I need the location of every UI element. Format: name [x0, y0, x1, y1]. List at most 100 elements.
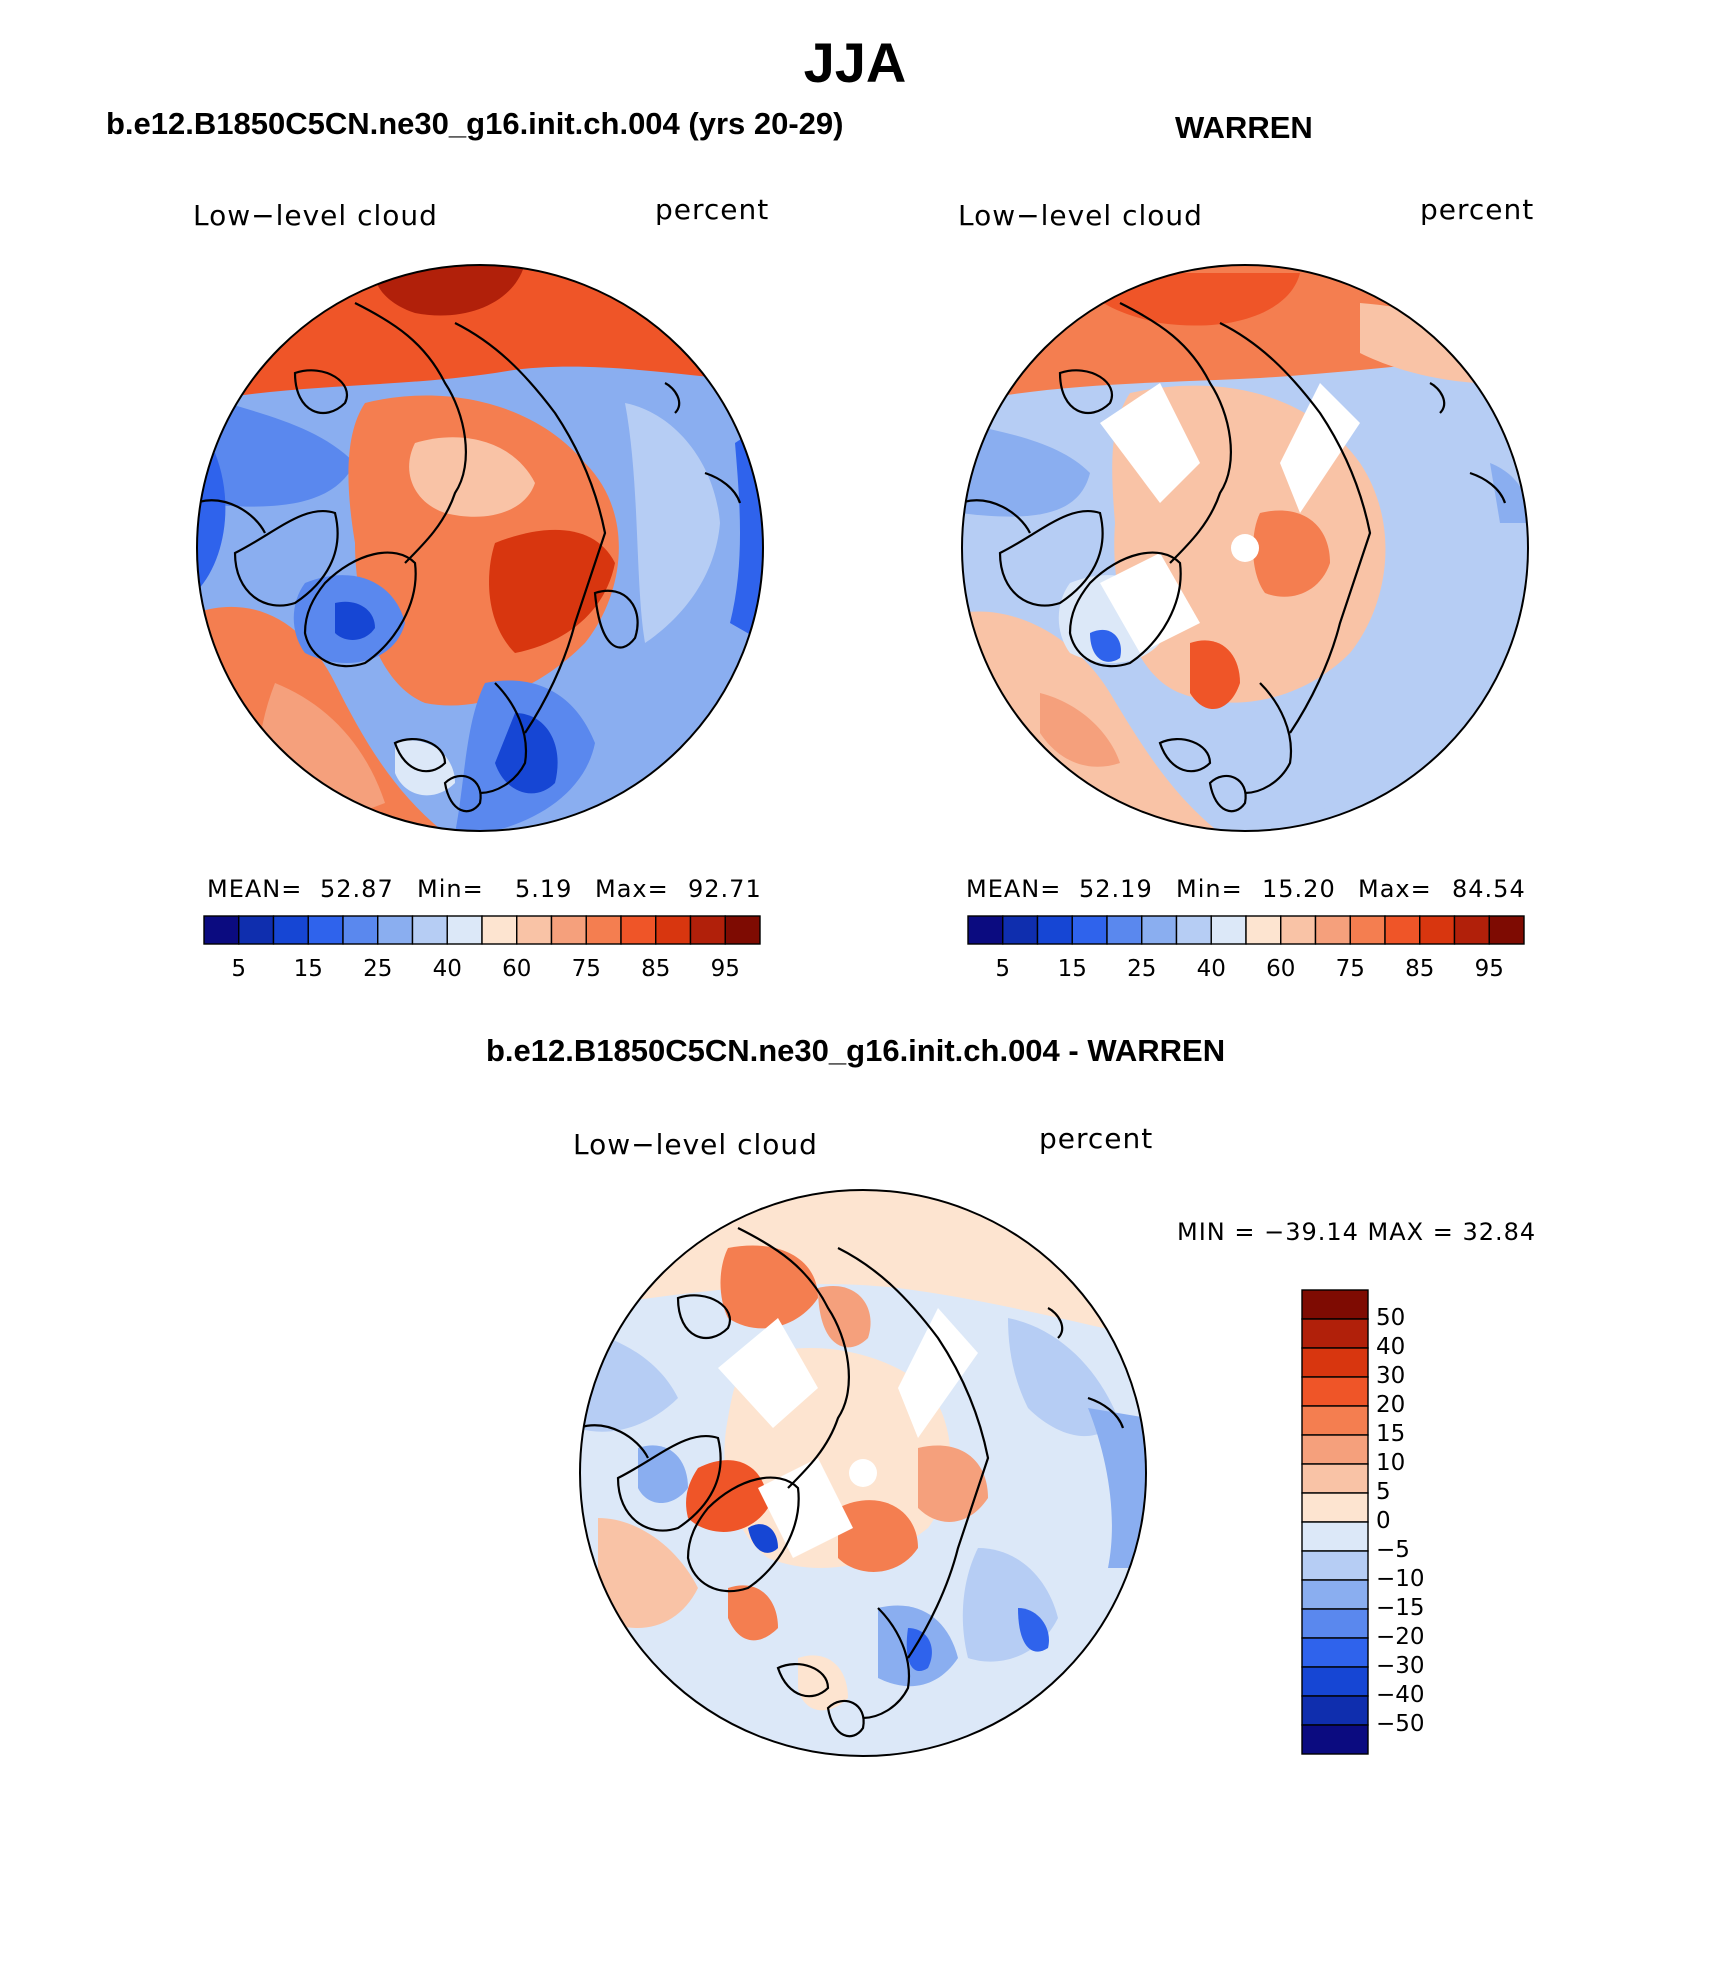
colorbar-swatch: [1301, 1434, 1369, 1465]
colorbar-tick-label: 10: [1376, 1450, 1406, 1476]
colorbar-tick-label: 5: [995, 956, 1011, 982]
colorbar-swatch: [1301, 1289, 1369, 1320]
colorbar-tick-label: −15: [1376, 1595, 1425, 1621]
panel1-max-label: Max=: [595, 875, 669, 903]
colorbar-swatch: [1106, 915, 1143, 945]
colorbar-tick-label: 60: [502, 956, 532, 982]
colorbar-swatch: [620, 915, 657, 945]
colorbar-tick-label: 15: [1376, 1421, 1406, 1447]
colorbar-swatch: [307, 915, 344, 945]
colorbar-tick-label: 50: [1376, 1305, 1406, 1331]
colorbar-swatch: [1488, 915, 1525, 945]
colorbar-tick-label: −10: [1376, 1566, 1425, 1592]
figure-title: JJA: [803, 31, 907, 94]
panel2-mean-label: MEAN=: [966, 875, 1062, 903]
panel2-units-label: percent: [1420, 193, 1535, 226]
panel1-min-label: Min=: [417, 875, 484, 903]
colorbar-swatch: [1301, 1521, 1369, 1552]
colorbar-tick-label: 0: [1376, 1508, 1391, 1534]
colorbar-tick-label: 40: [432, 956, 462, 982]
panel2-max-value: 84.54: [1452, 875, 1526, 903]
colorbar-swatch: [1301, 1579, 1369, 1610]
colorbar-swatch: [724, 915, 761, 945]
colorbar-tick-label: 95: [710, 956, 740, 982]
panel1-min-value: 5.19: [515, 875, 573, 903]
colorbar-swatch: [377, 915, 414, 945]
panel2-colorbar: [967, 915, 1525, 945]
panel2-variable-label: Low−level cloud: [958, 199, 1203, 232]
colorbar-swatch: [481, 915, 518, 945]
colorbar-swatch: [1002, 915, 1039, 945]
colorbar-tick-label: −5: [1376, 1537, 1410, 1563]
colorbar-swatch: [1036, 915, 1073, 945]
panel3-case-title: b.e12.B1850C5CN.ne30_g16.init.ch.004 - W…: [486, 1033, 1226, 1068]
colorbar-swatch: [516, 915, 553, 945]
colorbar-tick-label: −40: [1376, 1682, 1425, 1708]
colorbar-swatch: [1301, 1724, 1369, 1755]
colorbar-swatch: [1301, 1608, 1369, 1639]
colorbar-tick-label: 5: [1376, 1479, 1391, 1505]
colorbar-swatch: [272, 915, 309, 945]
colorbar-tick-label: 25: [1127, 956, 1157, 982]
colorbar-swatch: [1301, 1405, 1369, 1436]
colorbar-swatch: [550, 915, 587, 945]
colorbar-tick-label: 75: [1335, 956, 1365, 982]
colorbar-tick-label: 85: [641, 956, 671, 982]
colorbar-tick-label: 20: [1376, 1392, 1406, 1418]
panel2-case-title: WARREN: [1175, 110, 1313, 145]
colorbar-swatch: [1301, 1666, 1369, 1697]
colorbar-swatch: [1071, 915, 1108, 945]
colorbar-tick-label: 60: [1266, 956, 1296, 982]
colorbar-swatch: [1301, 1695, 1369, 1726]
panel1-polar-map: [196, 264, 764, 832]
colorbar-tick-label: 15: [293, 956, 323, 982]
panel3-colorbar: [1301, 1289, 1369, 1755]
colorbar-swatch: [446, 915, 483, 945]
colorbar-swatch: [1349, 915, 1386, 945]
colorbar-tick-label: 85: [1405, 956, 1435, 982]
colorbar-swatch: [1301, 1550, 1369, 1581]
colorbar-swatch: [655, 915, 692, 945]
colorbar-swatch: [1175, 915, 1212, 945]
colorbar-tick-label: 25: [363, 956, 393, 982]
colorbar-tick-label: 40: [1376, 1334, 1406, 1360]
colorbar-tick-label: −30: [1376, 1653, 1425, 1679]
colorbar-swatch: [689, 915, 726, 945]
panel3-min-max-text: MIN = −39.14 MAX = 32.84: [1177, 1218, 1537, 1246]
colorbar-swatch: [411, 915, 448, 945]
panel1-max-value: 92.71: [688, 875, 762, 903]
colorbar-tick-label: 75: [571, 956, 601, 982]
panel2-max-label: Max=: [1358, 875, 1432, 903]
colorbar-swatch: [1301, 1376, 1369, 1407]
colorbar-swatch: [1301, 1347, 1369, 1378]
colorbar-swatch: [1419, 915, 1456, 945]
colorbar-swatch: [1301, 1318, 1369, 1349]
colorbar-tick-label: 95: [1474, 956, 1504, 982]
colorbar-swatch: [1384, 915, 1421, 945]
colorbar-tick-label: −50: [1376, 1711, 1425, 1737]
colorbar-swatch: [1301, 1637, 1369, 1668]
panel2-min-label: Min=: [1176, 875, 1243, 903]
panel1-case-title: b.e12.B1850C5CN.ne30_g16.init.ch.004 (yr…: [106, 106, 844, 141]
colorbar-tick-label: 5: [231, 956, 247, 982]
colorbar-tick-label: −20: [1376, 1624, 1425, 1650]
panel1-variable-label: Low−level cloud: [193, 199, 438, 232]
panel2-polar-map: [961, 264, 1529, 832]
panel2-min-value: 15.20: [1262, 875, 1336, 903]
colorbar-swatch: [238, 915, 275, 945]
colorbar-tick-label: 40: [1196, 956, 1226, 982]
colorbar-swatch: [1210, 915, 1247, 945]
colorbar-swatch: [1280, 915, 1317, 945]
panel3-units-label: percent: [1039, 1122, 1154, 1155]
colorbar-swatch: [1314, 915, 1351, 945]
panel1-mean-value: 52.87: [320, 875, 394, 903]
colorbar-swatch: [967, 915, 1004, 945]
panel3-variable-label: Low−level cloud: [573, 1128, 818, 1161]
panel2-mean-value: 52.19: [1079, 875, 1153, 903]
panel1-colorbar: [203, 915, 761, 945]
colorbar-swatch: [585, 915, 622, 945]
colorbar-swatch: [203, 915, 240, 945]
panel3-polar-map: [579, 1189, 1147, 1757]
colorbar-swatch: [1245, 915, 1282, 945]
colorbar-tick-label: 15: [1057, 956, 1087, 982]
